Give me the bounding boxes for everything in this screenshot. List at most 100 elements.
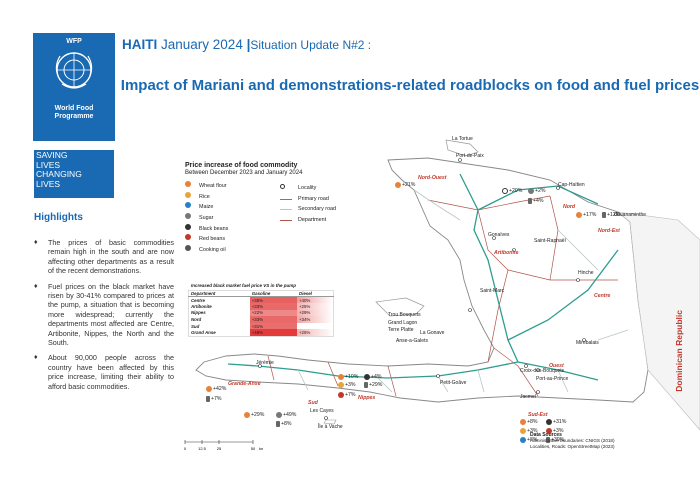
page-title: Impact of Mariani and demonstrations-rel… <box>120 77 700 94</box>
legend-item: Cooking oil <box>185 244 345 256</box>
price-change: +29% <box>244 412 264 418</box>
wheat-flour-icon <box>338 374 344 380</box>
locality-label: Grand Lagon <box>388 320 418 326</box>
department-label: Sud-Est <box>528 412 548 418</box>
price-change: +12% <box>602 212 620 218</box>
locality-label: Île à Vache <box>318 424 343 430</box>
locality-label: Mirebalais <box>576 340 599 346</box>
price-change: +4% <box>528 198 544 204</box>
header-separator: | <box>246 37 251 52</box>
scale-tick: 0 <box>184 446 187 451</box>
fuel-icon <box>276 421 280 427</box>
commodity-icon <box>185 244 191 251</box>
highlight-item: About 90,000 people across the country h… <box>34 353 174 391</box>
tagline-line: LIVES <box>36 178 61 189</box>
locality-label: Ouanaminthe <box>616 212 647 218</box>
line-swatch <box>280 209 292 211</box>
legend-item: Sugar <box>185 213 345 224</box>
diesel-cell <box>296 322 334 330</box>
price-change-value: +4% <box>533 198 544 204</box>
legend-label: Department <box>298 217 327 224</box>
highlight-item: The prices of basic commodities remain h… <box>34 238 174 276</box>
price-change: +10% <box>338 374 358 380</box>
price-change-value: +31% <box>553 419 567 425</box>
locality-label: La Tortue <box>452 136 473 142</box>
price-change-value: +20% <box>509 188 523 194</box>
locality-label: Anse-a-Galets <box>396 338 428 344</box>
table-row: Grand Anse +48% +25% <box>189 329 334 337</box>
price-change-value: +42% <box>213 386 227 392</box>
locality-label: Gonaïves <box>488 232 510 238</box>
department-cell: Grand Anse <box>191 330 216 336</box>
fuel-price-table: Increased black market fuel price VS in … <box>188 281 334 337</box>
department-cell: Sud <box>191 323 200 329</box>
tagline-line: CHANGING <box>36 169 82 179</box>
highlight-item: Fuel prices on the black market have ris… <box>34 282 174 348</box>
rice-icon <box>338 382 344 388</box>
price-change-value: +7% <box>345 392 356 398</box>
data-sources: Data Sources Administrative boundaries: … <box>530 432 615 450</box>
price-change-value: +49% <box>283 412 297 418</box>
price-change-value: +3% <box>553 428 564 434</box>
legend-label: Wheat flour <box>199 183 227 190</box>
scale-tick: 12.5 <box>198 446 207 451</box>
price-change: +2% <box>528 188 546 194</box>
fuel-icon <box>206 396 210 402</box>
legend-label: Black beans <box>199 225 229 232</box>
price-change-value: +8% <box>527 419 538 425</box>
table-header: Department <box>188 290 250 297</box>
legend-item: Locality <box>280 183 336 194</box>
locality-label: Saint-Marc <box>480 288 505 294</box>
locality-label: Jérémie <box>256 360 274 366</box>
legend-label: Locality <box>298 185 317 192</box>
locality-label: Port-au-Prince <box>536 376 569 382</box>
wheat-flour-icon <box>395 182 401 188</box>
sugar-icon <box>276 412 282 418</box>
gasoline-cell: +33% <box>249 303 297 310</box>
diesel-cell: +40% <box>296 296 334 304</box>
department-label: Nord-Est <box>598 228 620 234</box>
wfp-logo: WFP World Food Programme <box>33 33 115 141</box>
legend-subtitle: Between December 2023 and January 2024 <box>185 170 303 176</box>
wheat-flour-icon <box>576 212 582 218</box>
red-beans-icon <box>546 428 552 434</box>
diesel-cell: +29% <box>296 309 334 317</box>
department-label: Nord <box>563 204 576 210</box>
legend-label: Red beans <box>199 236 226 243</box>
tagline-line: LIVES <box>36 159 61 170</box>
fuel-icon <box>546 437 550 443</box>
department-label: Sud <box>308 400 318 406</box>
map <box>178 130 700 495</box>
locality-label: Port-de-Paix <box>456 153 484 159</box>
department-label: Centre <box>594 293 611 299</box>
price-change: +4% <box>364 374 382 380</box>
table-row: Artibonite +33% +25% <box>189 303 334 310</box>
legend-item: Wheat flour <box>185 181 345 192</box>
sugar-icon <box>528 188 534 194</box>
commodity-icon <box>185 202 191 209</box>
locality-label: Hinche <box>578 270 594 276</box>
price-change: +20% <box>502 188 522 194</box>
org-acronym: WFP <box>66 38 82 45</box>
country-name: HAITI <box>122 37 158 52</box>
locality-icon <box>280 184 285 190</box>
department-label: Artibonite <box>494 250 519 256</box>
price-change-value: +8% <box>527 437 538 443</box>
table-row: Nippes +22% +29% <box>189 309 334 317</box>
legend-item: Maize <box>185 202 345 213</box>
price-change: +42% <box>206 386 226 392</box>
table-row: Nord +33% +34% <box>189 316 334 323</box>
price-change-value: +12% <box>607 212 621 218</box>
line-swatch <box>280 198 292 200</box>
department-label: Grande-Anse <box>228 381 261 387</box>
price-change: +8% <box>520 437 538 443</box>
locality-label: Les Cayes <box>310 408 334 414</box>
report-subtitle: Situation Update N#2 : <box>250 38 372 52</box>
price-change-value: +17% <box>583 212 597 218</box>
scale-tick: 25 <box>217 446 222 451</box>
fuel-icon <box>364 382 368 388</box>
locality-icon <box>502 188 508 194</box>
locality-markers <box>258 158 618 420</box>
legend-item: Rice <box>185 191 345 203</box>
wfp-emblem-icon <box>55 52 93 89</box>
